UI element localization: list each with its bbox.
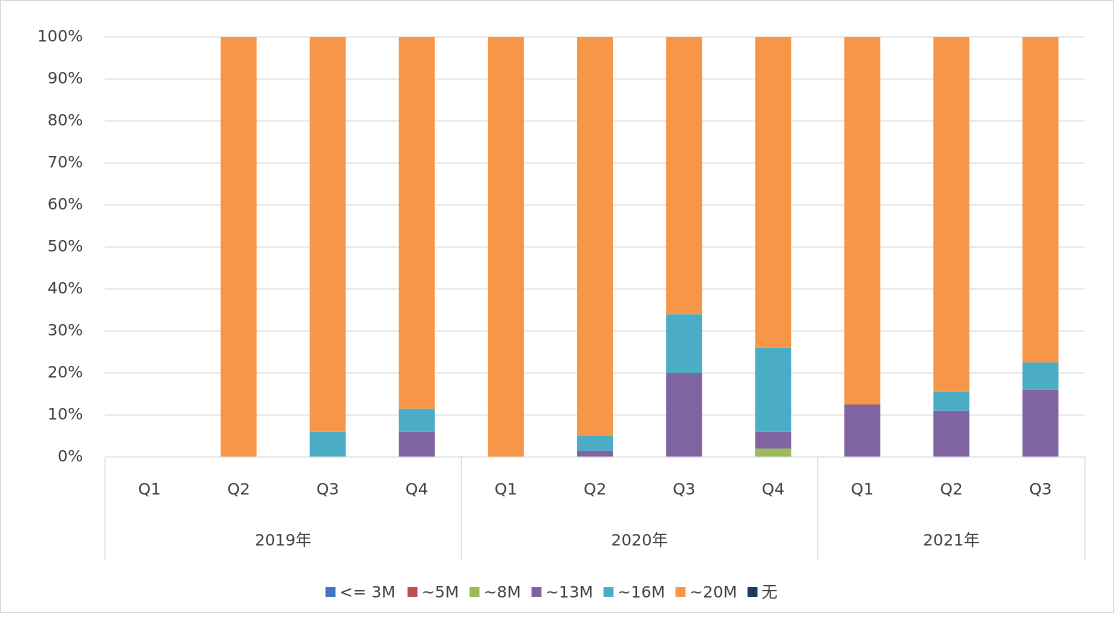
bar-segment <box>309 431 346 457</box>
legend-swatch <box>603 587 614 597</box>
group-label: 2021年 <box>923 531 980 550</box>
y-tick-label: 90% <box>47 69 83 88</box>
y-tick-label: 80% <box>47 111 83 130</box>
bar-segment <box>844 37 881 405</box>
legend-label: <= 3M <box>340 583 396 602</box>
group-label: 2020年 <box>611 531 668 550</box>
y-tick-label: 100% <box>37 27 83 46</box>
bar-segment <box>1022 37 1059 363</box>
y-tick-label: 20% <box>47 363 83 382</box>
bar-segment <box>666 314 703 373</box>
bar-segment <box>577 450 613 457</box>
x-tick-label: Q3 <box>1029 480 1052 499</box>
x-tick-label: Q3 <box>316 480 339 499</box>
bar-segment <box>398 408 435 432</box>
bar-segment <box>577 37 613 436</box>
group-label: 2019年 <box>255 531 312 550</box>
bar-segment <box>844 404 881 457</box>
x-tick-label: Q1 <box>138 480 161 499</box>
legend-label: ~8M <box>484 583 521 602</box>
y-tick-label: 60% <box>47 195 83 214</box>
legend-label: ~5M <box>422 583 459 602</box>
legend-swatch <box>675 587 686 597</box>
bar-segment <box>933 391 970 411</box>
bar-segment <box>755 37 792 348</box>
legend-swatch <box>325 587 336 597</box>
y-tick-label: 40% <box>47 279 83 298</box>
legend-label: ~16M <box>618 583 666 602</box>
legend-swatch <box>469 587 480 597</box>
y-tick-label: 30% <box>47 321 83 340</box>
bar-segment <box>487 37 524 457</box>
legend-swatch <box>531 587 542 597</box>
y-tick-label: 0% <box>58 447 83 466</box>
y-tick-label: 70% <box>47 153 83 172</box>
legend-label: 无 <box>762 583 778 602</box>
x-tick-label: Q1 <box>495 480 518 499</box>
bar-segment <box>220 37 257 457</box>
x-tick-label: Q2 <box>227 480 250 499</box>
legend-label: ~13M <box>546 583 594 602</box>
bar-segment <box>933 37 970 392</box>
bar-segment <box>666 37 703 315</box>
bar-segment <box>666 373 703 457</box>
bar-segment <box>398 431 435 457</box>
x-tick-label: Q2 <box>584 480 607 499</box>
bar-segment <box>1022 362 1059 390</box>
legend-swatch <box>747 587 758 597</box>
bar-segment <box>755 347 792 432</box>
x-tick-label: Q4 <box>405 480 428 499</box>
legend-label: ~20M <box>690 583 738 602</box>
bar-segment <box>933 410 970 457</box>
y-tick-label: 10% <box>47 405 83 424</box>
x-tick-label: Q4 <box>762 480 785 499</box>
bar-segment <box>577 436 613 451</box>
bar-segment <box>1022 389 1059 457</box>
y-tick-label: 50% <box>47 237 83 256</box>
legend-swatch <box>407 587 418 597</box>
bar-segment <box>309 37 346 432</box>
x-tick-label: Q3 <box>673 480 696 499</box>
x-tick-label: Q1 <box>851 480 874 499</box>
bar-segment <box>755 448 792 457</box>
bar-segment <box>398 37 435 409</box>
bar-segment <box>755 431 792 449</box>
x-tick-label: Q2 <box>940 480 963 499</box>
